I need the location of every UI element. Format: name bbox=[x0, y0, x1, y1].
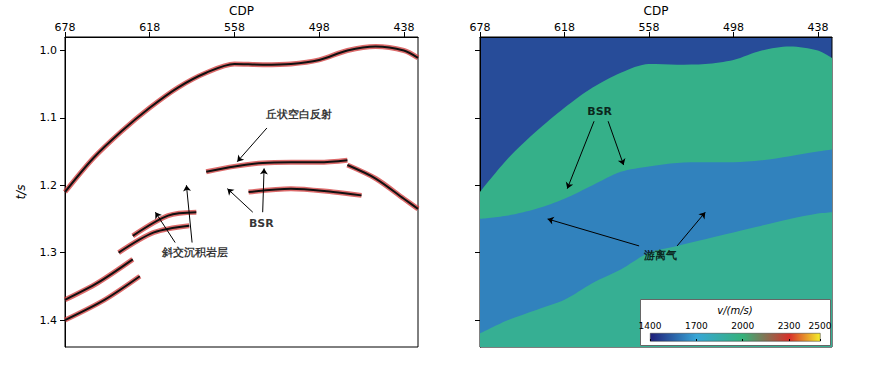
svg-text:CDP: CDP bbox=[229, 4, 254, 18]
svg-text:游离气: 游离气 bbox=[643, 249, 677, 262]
svg-text:618: 618 bbox=[554, 21, 575, 34]
svg-text:498: 498 bbox=[309, 21, 330, 34]
svg-text:498: 498 bbox=[723, 21, 744, 34]
svg-text:558: 558 bbox=[224, 21, 245, 34]
svg-text:2300: 2300 bbox=[778, 321, 801, 331]
svg-text:斜交沉积岩层: 斜交沉积岩层 bbox=[161, 246, 228, 259]
svg-text:438: 438 bbox=[393, 21, 414, 34]
svg-text:438: 438 bbox=[807, 21, 828, 34]
svg-text:678: 678 bbox=[470, 21, 491, 34]
svg-text:t/s: t/s bbox=[14, 185, 28, 200]
svg-text:1.0: 1.0 bbox=[40, 44, 58, 57]
svg-text:BSR: BSR bbox=[587, 105, 612, 118]
svg-text:2000: 2000 bbox=[731, 321, 754, 331]
svg-text:1700: 1700 bbox=[685, 321, 708, 331]
svg-text:1.1: 1.1 bbox=[40, 111, 58, 124]
svg-text:1.2: 1.2 bbox=[40, 179, 58, 192]
svg-text:618: 618 bbox=[139, 21, 160, 34]
svg-text:1400: 1400 bbox=[639, 321, 662, 331]
svg-text:2500: 2500 bbox=[809, 321, 832, 331]
svg-text:CDP: CDP bbox=[644, 4, 669, 18]
svg-text:1.4: 1.4 bbox=[40, 314, 58, 327]
svg-text:678: 678 bbox=[55, 21, 76, 34]
svg-text:1.3: 1.3 bbox=[40, 246, 58, 259]
svg-text:丘状空白反射: 丘状空白反射 bbox=[265, 108, 332, 121]
svg-text:558: 558 bbox=[638, 21, 659, 34]
svg-text:v/(m/s): v/(m/s) bbox=[717, 305, 752, 316]
svg-text:BSR: BSR bbox=[249, 217, 274, 230]
